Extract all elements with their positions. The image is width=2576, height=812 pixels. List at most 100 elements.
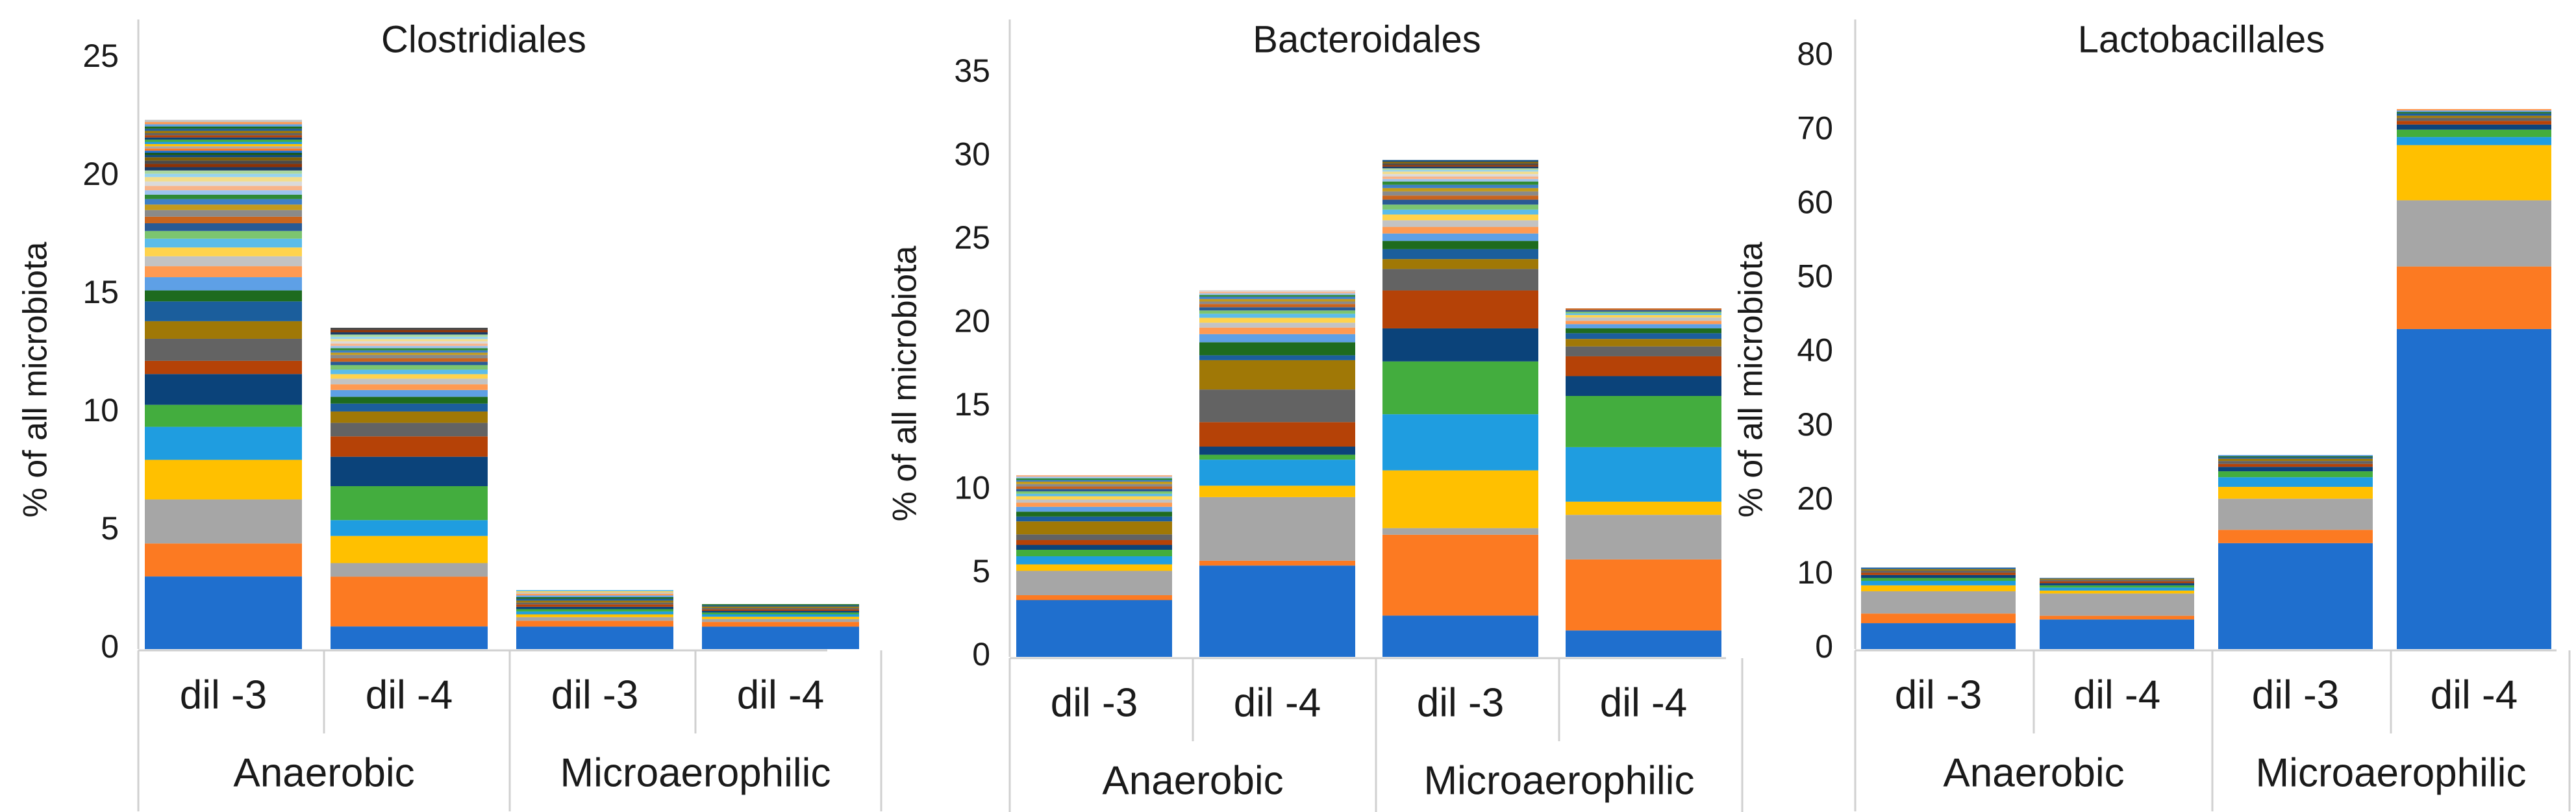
bar-segment	[331, 334, 488, 337]
bar-segment	[2040, 585, 2194, 588]
bar-segment	[2218, 498, 2373, 530]
bar-segment	[145, 160, 302, 164]
bar-segment	[331, 362, 488, 365]
bar-segment	[1382, 534, 1538, 616]
bar-segment	[1016, 595, 1172, 600]
bar-segment	[331, 389, 488, 397]
bar-segment	[145, 122, 302, 125]
bar-segment	[1199, 295, 1355, 297]
bar-segment	[1016, 540, 1172, 545]
bar-segment	[516, 598, 673, 601]
bar-segment	[1382, 259, 1538, 269]
y-tick-label: 5	[972, 553, 990, 589]
bar-segment	[145, 186, 302, 191]
bar-segment	[1566, 339, 1721, 347]
bar-segment	[2218, 477, 2373, 487]
bar-segment	[1382, 188, 1538, 191]
bar-segment	[1382, 414, 1538, 471]
bar-segment	[1382, 171, 1538, 175]
bar-segment	[145, 132, 302, 136]
bar-segment	[1016, 534, 1172, 541]
bar-segment	[702, 617, 859, 619]
bar-segment	[145, 141, 302, 144]
bar-segment	[516, 590, 673, 591]
y-tick-label: 70	[1797, 110, 1833, 146]
bar-segment	[331, 374, 488, 379]
bar-segment	[1016, 491, 1172, 494]
bar-segment	[331, 369, 488, 375]
y-tick-label: 0	[1815, 628, 1833, 665]
bar-segment	[1016, 478, 1172, 480]
chart-title: Lactobacillales	[2078, 18, 2325, 60]
bar-segment	[145, 266, 302, 278]
bar-segment	[2040, 581, 2194, 584]
bar-segment	[2397, 124, 2551, 130]
bar-segment	[331, 378, 488, 385]
bar-segment	[1382, 220, 1538, 227]
bar-segment	[145, 223, 302, 231]
bar-segment	[2397, 266, 2551, 329]
bar-segment	[516, 621, 673, 627]
bar-segment	[1016, 475, 1172, 477]
bar-segment	[702, 622, 859, 627]
bar-segment	[2040, 587, 2194, 591]
bar-segment	[2040, 593, 2194, 616]
bar-segment	[2218, 543, 2373, 649]
bar-segment	[1382, 168, 1538, 170]
bar-segment	[2218, 454, 2373, 456]
x-group-label: Microaerophilic	[2256, 750, 2527, 795]
bar-segment	[145, 135, 302, 138]
bar-segment	[702, 626, 859, 649]
bar-segment	[516, 592, 673, 594]
bar-segment	[1566, 328, 1721, 334]
chart-title: Clostridiales	[381, 18, 586, 60]
bar-segment	[516, 614, 673, 617]
bar-segment	[145, 290, 302, 302]
y-axis-label: % of all microbiota	[1732, 242, 1770, 518]
bar-segment	[1566, 308, 1721, 310]
bar-segment	[1382, 227, 1538, 234]
bar-segment	[2218, 456, 2373, 458]
bar-segment	[702, 604, 859, 606]
bar-segment	[331, 327, 488, 330]
bar-segment	[1382, 176, 1538, 179]
y-tick-label: 15	[82, 274, 119, 310]
bar-segment	[331, 350, 488, 353]
bar-segment	[331, 486, 488, 521]
bar-segment	[331, 626, 488, 649]
bar-segment	[2397, 200, 2551, 267]
bar-segment	[1566, 321, 1721, 325]
bar-segment	[1199, 334, 1355, 343]
bar-segment	[145, 177, 302, 182]
bar-segment	[331, 563, 488, 577]
bar-segment	[145, 143, 302, 147]
bar-segment	[1199, 560, 1355, 566]
bar-segment	[1566, 396, 1721, 447]
bar-segment	[1199, 291, 1355, 293]
bar-segment	[1861, 591, 2016, 614]
bar-segment	[145, 374, 302, 405]
x-category-label: dil -3	[551, 672, 638, 717]
bar-segment	[2218, 463, 2373, 467]
bar-segment	[331, 520, 488, 536]
bar-segment	[1199, 422, 1355, 447]
bar-segment	[145, 216, 302, 223]
bar-segment	[1199, 307, 1355, 311]
bar-segment	[145, 137, 302, 140]
bar-segment	[145, 190, 302, 195]
bar-segment	[331, 436, 488, 457]
x-group-label: Anaerobic	[1943, 750, 2124, 795]
bar-segment	[145, 167, 302, 171]
bar-segment	[1382, 233, 1538, 241]
bar-segment	[331, 336, 488, 339]
bar-segment	[331, 411, 488, 423]
bar-segment	[1199, 296, 1355, 299]
bar-segment	[1016, 516, 1172, 522]
bar-segment	[145, 164, 302, 167]
y-tick-label: 30	[1797, 406, 1833, 443]
bar-segment	[331, 423, 488, 437]
bar-segment	[145, 338, 302, 361]
bar-segment	[331, 332, 488, 335]
bar-segment	[331, 403, 488, 412]
bar-segment	[1016, 480, 1172, 482]
